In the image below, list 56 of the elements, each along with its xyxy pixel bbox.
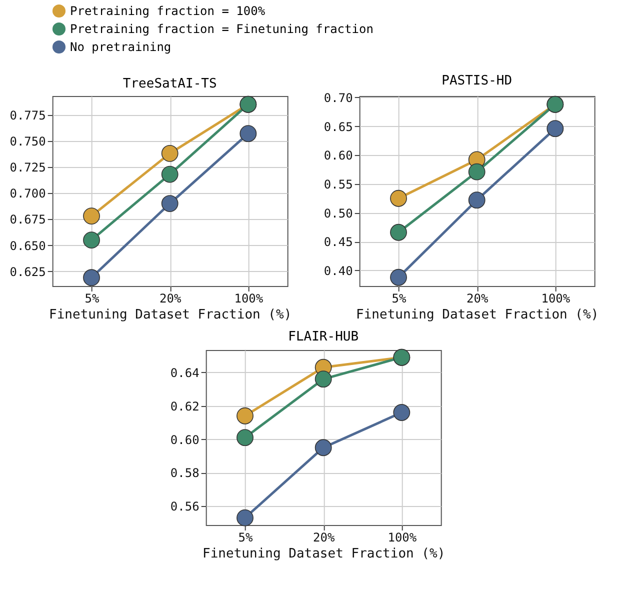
x-tick-label: 5% bbox=[84, 292, 100, 306]
y-tick-label: 0.62 bbox=[170, 399, 200, 414]
y-tick-label: 0.675 bbox=[10, 212, 46, 227]
y-tick-label: 0.70 bbox=[324, 90, 353, 105]
point bbox=[236, 429, 254, 446]
y-tick-label: 0.65 bbox=[324, 120, 353, 134]
point bbox=[236, 509, 254, 526]
y-tick-label: 0.725 bbox=[10, 160, 46, 174]
point bbox=[161, 144, 178, 162]
point bbox=[236, 407, 254, 424]
point bbox=[546, 120, 564, 138]
y-tick-label: 0.775 bbox=[10, 108, 46, 122]
y-tick-label: 0.750 bbox=[10, 134, 46, 148]
chart-title: PASTIS-HD bbox=[442, 73, 512, 88]
y-tick-label: 0.650 bbox=[10, 238, 46, 253]
point bbox=[161, 166, 178, 183]
point bbox=[393, 404, 410, 421]
y-tick-label: 0.40 bbox=[324, 264, 353, 278]
y-tick-label: 0.60 bbox=[324, 148, 353, 163]
x-tick-label: 5% bbox=[392, 292, 408, 306]
legend-label: No pretraining bbox=[70, 40, 172, 54]
x-tick-label: 20% bbox=[466, 292, 489, 306]
y-tick-label: 0.64 bbox=[170, 366, 200, 380]
point bbox=[83, 208, 100, 224]
legend-label: Pretraining fraction = Finetuning fraction bbox=[70, 22, 374, 36]
y-tick-label: 0.45 bbox=[324, 235, 353, 250]
point bbox=[314, 439, 332, 456]
chart-title: FLAIR-HUB bbox=[288, 330, 359, 345]
point bbox=[390, 268, 407, 286]
point bbox=[468, 192, 486, 209]
y-tick-label: 0.50 bbox=[324, 206, 353, 220]
point bbox=[240, 125, 257, 142]
x-tick-label: 100% bbox=[541, 292, 571, 306]
y-tick-label: 0.60 bbox=[170, 432, 200, 447]
point bbox=[468, 163, 486, 180]
x-axis-title: Finetuning Dataset Fraction (%) bbox=[356, 308, 599, 322]
x-tick-label: 100% bbox=[234, 292, 264, 306]
x-tick-label: 20% bbox=[313, 530, 336, 544]
point bbox=[390, 190, 407, 207]
point bbox=[314, 370, 332, 388]
x-axis-title: Finetuning Dataset Fraction (%) bbox=[202, 546, 446, 562]
x-tick-label: 5% bbox=[238, 530, 254, 544]
point bbox=[83, 232, 100, 249]
x-tick-label: 20% bbox=[160, 292, 182, 306]
y-tick-label: 0.625 bbox=[10, 264, 46, 279]
chart-title: TreeSatAI-TS bbox=[122, 76, 217, 92]
legend-label: Pretraining fraction = 100% bbox=[70, 4, 266, 18]
point bbox=[161, 195, 178, 212]
y-tick-label: 0.58 bbox=[170, 466, 200, 480]
x-tick-label: 100% bbox=[388, 530, 418, 544]
point bbox=[83, 269, 100, 286]
y-tick-label: 0.56 bbox=[170, 500, 200, 514]
x-axis-title: Finetuning Dataset Fraction (%) bbox=[49, 308, 292, 322]
y-tick-label: 0.700 bbox=[10, 186, 46, 201]
y-tick-label: 0.55 bbox=[324, 177, 353, 192]
point bbox=[390, 224, 407, 241]
